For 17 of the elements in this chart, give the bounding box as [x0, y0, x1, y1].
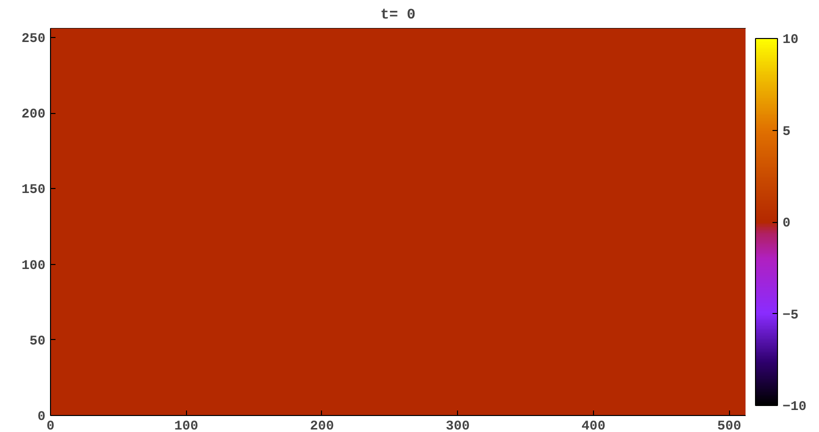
- x-tick-label: 400: [581, 420, 606, 432]
- x-tick-label: 100: [174, 420, 198, 432]
- y-tick-label: 100: [22, 258, 46, 274]
- x-tick-label: 500: [717, 420, 742, 432]
- x-tick-label: 200: [310, 420, 334, 432]
- x-tick-label: 0: [46, 420, 54, 432]
- y-tick-label: 200: [22, 108, 46, 123]
- x-tick-label: 300: [446, 420, 470, 432]
- color-bar-label: 5: [782, 124, 790, 140]
- chart-title: t= 0: [380, 8, 416, 24]
- color-bar-label: −5: [782, 308, 798, 324]
- y-tick-label: 50: [30, 334, 46, 350]
- color-bar-label: 10: [782, 33, 798, 48]
- color-bar-label: 0: [782, 216, 790, 232]
- y-tick-label: 150: [22, 183, 46, 198]
- y-tick-label: 250: [22, 32, 46, 48]
- color-bar-label: −10: [782, 400, 806, 415]
